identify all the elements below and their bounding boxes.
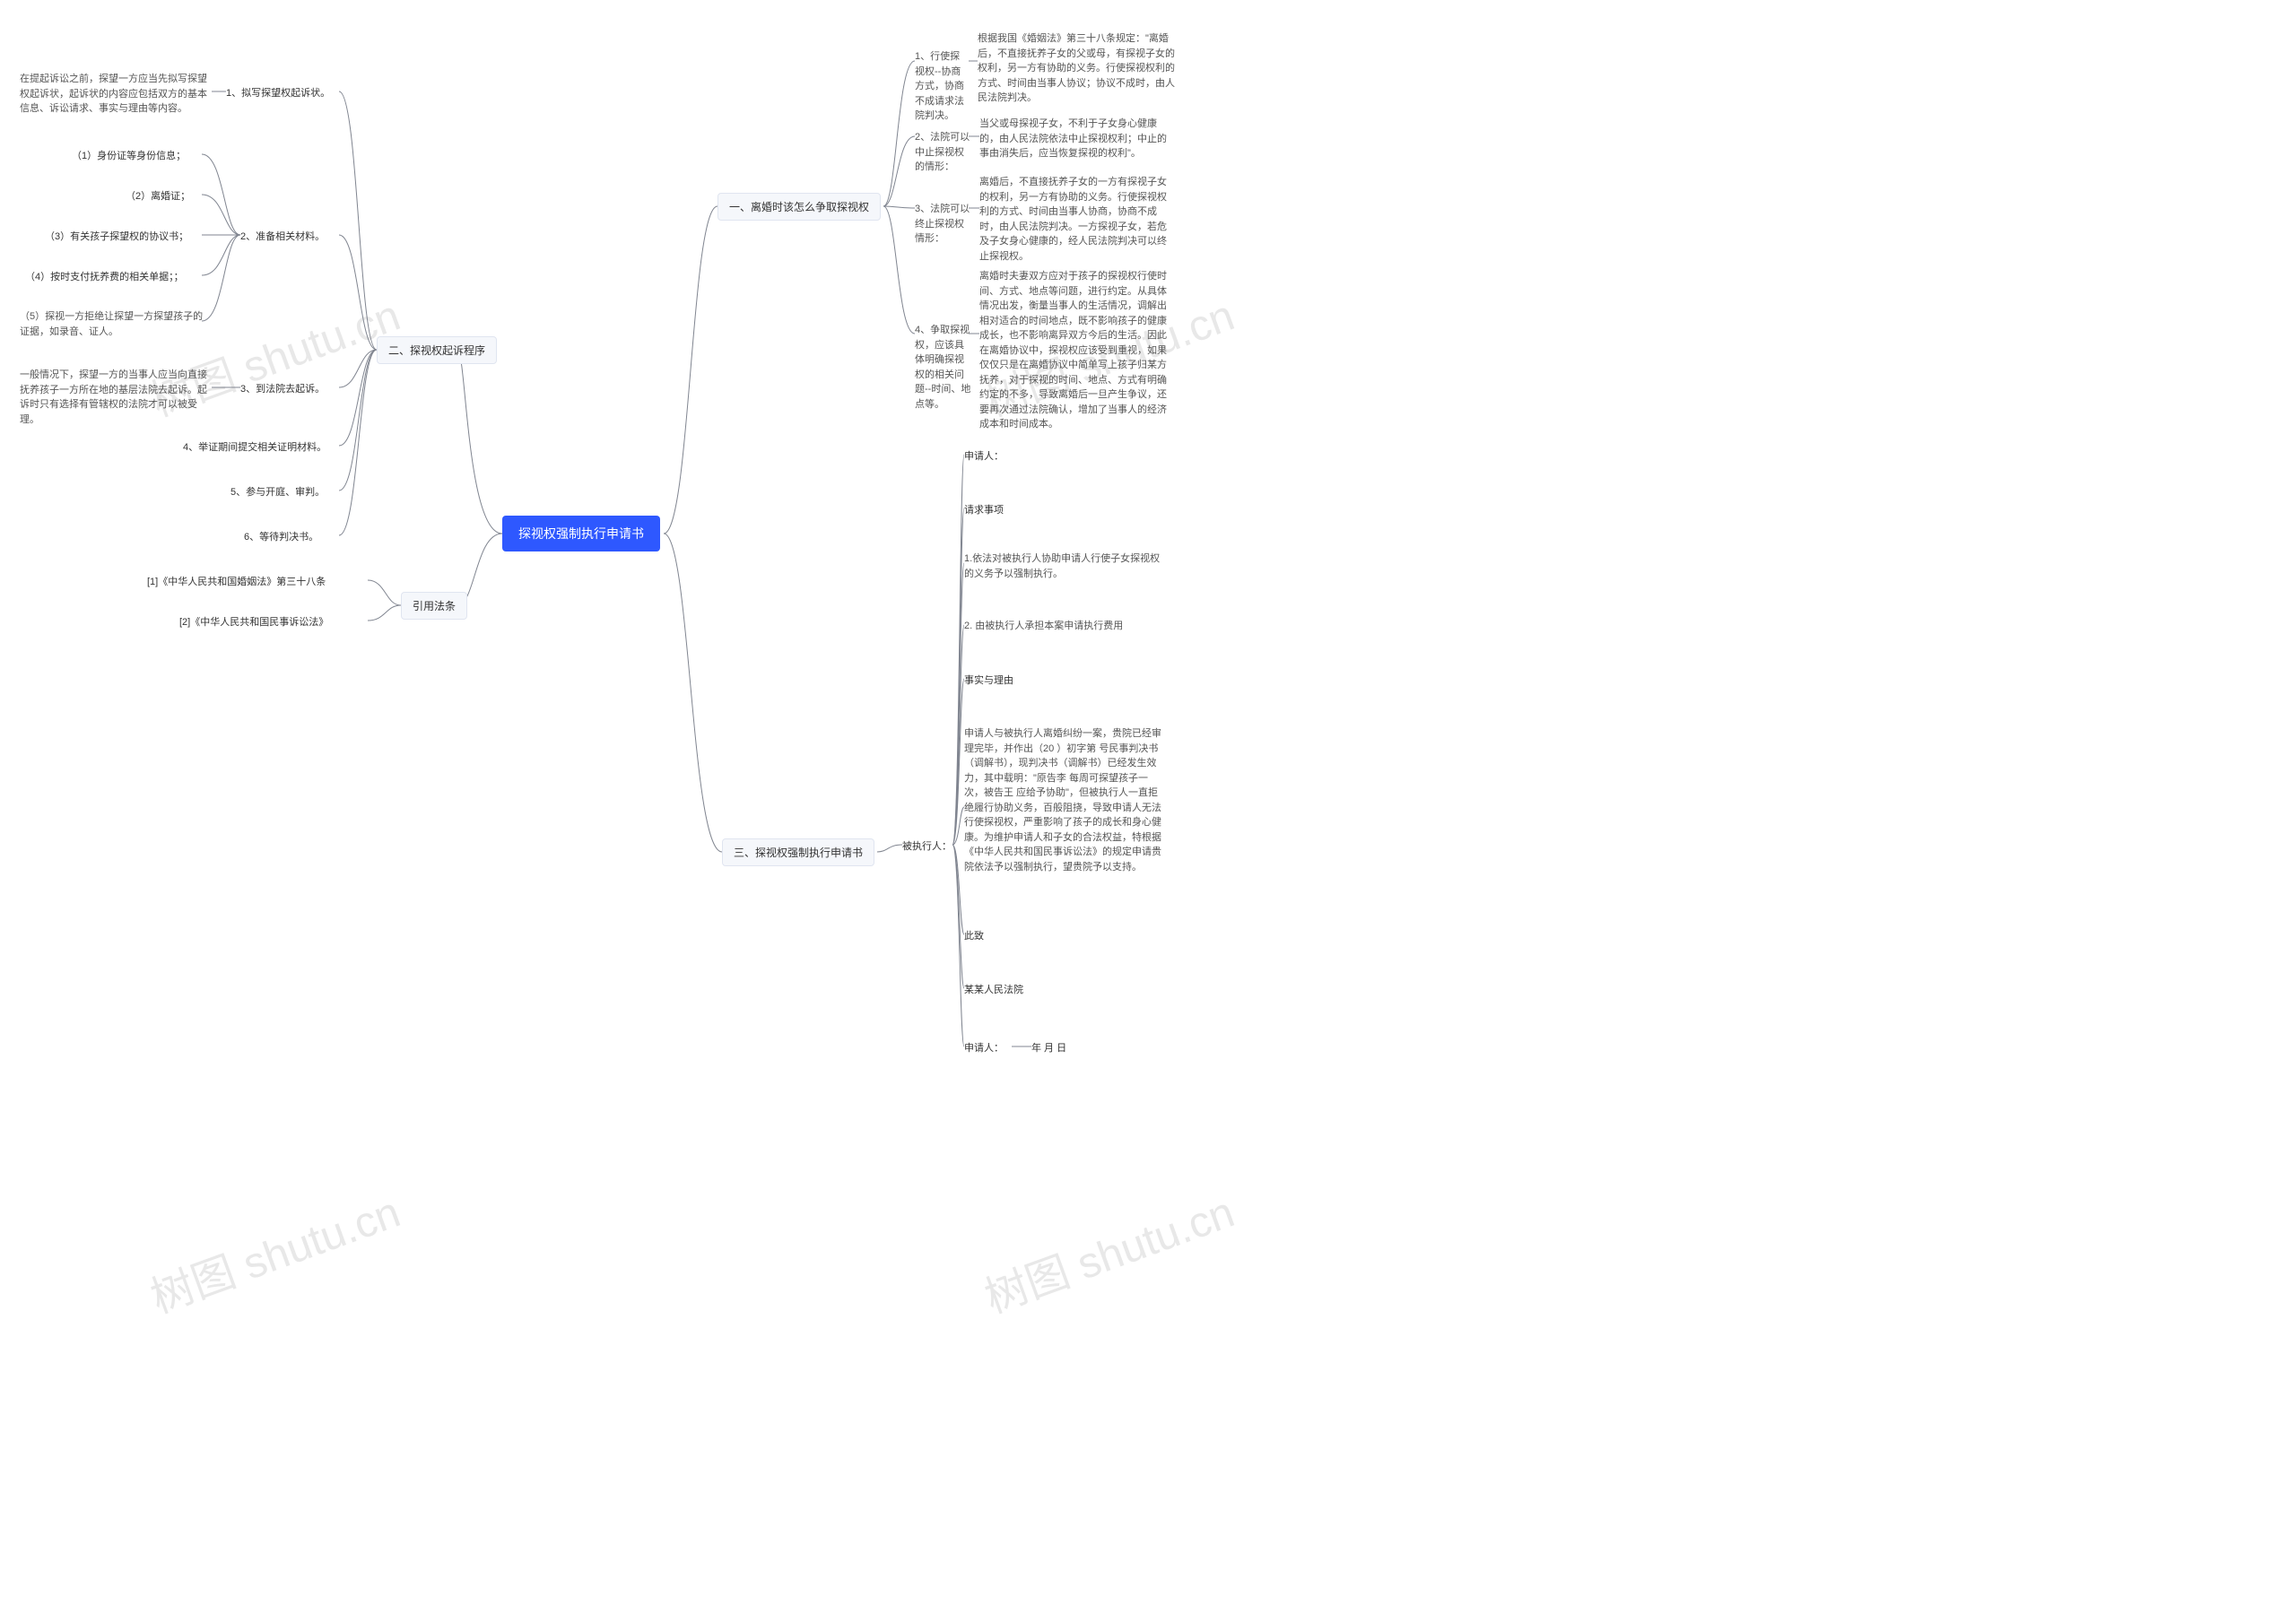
watermark: 树图 shutu.cn — [141, 1177, 407, 1324]
s1-item-1: 1、行使探视权--协商方式，协商不成请求法院判决。 — [915, 49, 964, 124]
step-1-note: 在提起诉讼之前，探望一方应当先拟写探望权起诉状，起诉状的内容应包括双方的基本信息… — [20, 72, 213, 117]
s1-note-4: 离婚时夫妻双方应对于孩子的探视权行使时间、方式、地点等问题，进行约定。从具体情况… — [979, 269, 1175, 432]
step-5: 5、参与开庭、审判。 — [230, 484, 325, 499]
step-2: 2、准备相关材料。 — [240, 229, 325, 243]
s1-item-3: 3、法院可以终止探视权情形： — [915, 202, 973, 247]
step-2-sub-5: （5）探视一方拒绝让探望一方探望孩子的证据，如录音、证人。 — [20, 309, 208, 339]
section-3[interactable]: 三、探视权强制执行申请书 — [722, 838, 874, 866]
step-2-sub-1: （1）身份证等身份信息； — [72, 148, 186, 162]
request-1: 1.依法对被执行人协助申请人行使子女探视权的义务予以强制执行。 — [964, 551, 1166, 581]
s1-note-3: 离婚后，不直接抚养子女的一方有探视子女的权利，另一方有协助的义务。行使探视权利的… — [979, 175, 1175, 264]
sign-date: 年 月 日 — [1031, 1040, 1066, 1055]
section-2[interactable]: 二、探视权起诉程序 — [377, 336, 497, 364]
s1-item-2: 2、法院可以中止探视权的情形： — [915, 130, 973, 175]
step-2-sub-3: （3）有关孩子探望权的协议书； — [45, 229, 188, 243]
citation-2: [2]《中华人民共和国民事诉讼法》 — [179, 614, 328, 629]
step-3-note: 一般情况下，探望一方的当事人应当向直接抚养孩子一方所在地的基层法院去起诉。起诉时… — [20, 368, 213, 427]
request-header: 请求事项 — [964, 502, 1004, 517]
step-4: 4、举证期间提交相关证明材料。 — [183, 439, 326, 454]
applicant: 申请人： — [964, 448, 1004, 463]
section-1[interactable]: 一、离婚时该怎么争取探视权 — [718, 193, 881, 221]
respondent: 被执行人： — [902, 838, 952, 853]
step-6: 6、等待判决书。 — [244, 529, 318, 543]
s1-note-2: 当父或母探视子女，不利于子女身心健康的，由人民法院依法中止探视权利；中止的事由消… — [979, 117, 1175, 161]
watermark: 树图 shutu.cn — [975, 1177, 1241, 1324]
closing-1: 此致 — [964, 928, 984, 942]
closing-2: 某某人民法院 — [964, 982, 1023, 996]
request-2: 2. 由被执行人承担本案申请执行费用 — [964, 619, 1123, 634]
step-2-sub-2: （2）离婚证； — [126, 188, 190, 203]
s1-item-4: 4、争取探视权，应该具体明确探视权的相关问题--时间、地点等。 — [915, 323, 973, 412]
facts-body: 申请人与被执行人离婚纠纷一案，贵院已经审理完毕，并作出（20 ）初字第 号民事判… — [964, 726, 1166, 874]
facts-header: 事实与理由 — [964, 673, 1013, 687]
step-3: 3、到法院去起诉。 — [240, 381, 325, 395]
citation-1: [1]《中华人民共和国婚姻法》第三十八条 — [147, 574, 326, 588]
citations[interactable]: 引用法条 — [401, 592, 467, 620]
root-node[interactable]: 探视权强制执行申请书 — [502, 516, 660, 551]
s1-note-1: 根据我国《婚姻法》第三十八条规定："离婚后，不直接抚养子女的父或母，有探视子女的… — [978, 31, 1175, 106]
sign-applicant: 申请人： — [964, 1040, 1004, 1055]
step-1: 1、拟写探望权起诉状。 — [226, 85, 330, 100]
step-2-sub-4: （4）按时支付抚养费的相关单据；； — [25, 269, 184, 283]
